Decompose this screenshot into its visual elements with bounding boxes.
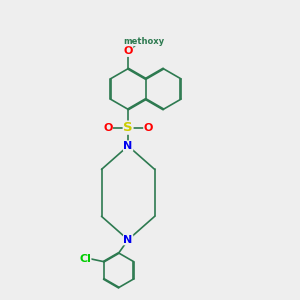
Text: Cl: Cl (79, 254, 91, 263)
Text: O: O (103, 123, 112, 133)
Text: S: S (123, 121, 133, 134)
Text: N: N (124, 235, 133, 245)
Text: methoxy: methoxy (123, 37, 164, 46)
Text: N: N (124, 141, 133, 151)
Text: O: O (123, 46, 133, 56)
Text: O: O (144, 123, 153, 133)
